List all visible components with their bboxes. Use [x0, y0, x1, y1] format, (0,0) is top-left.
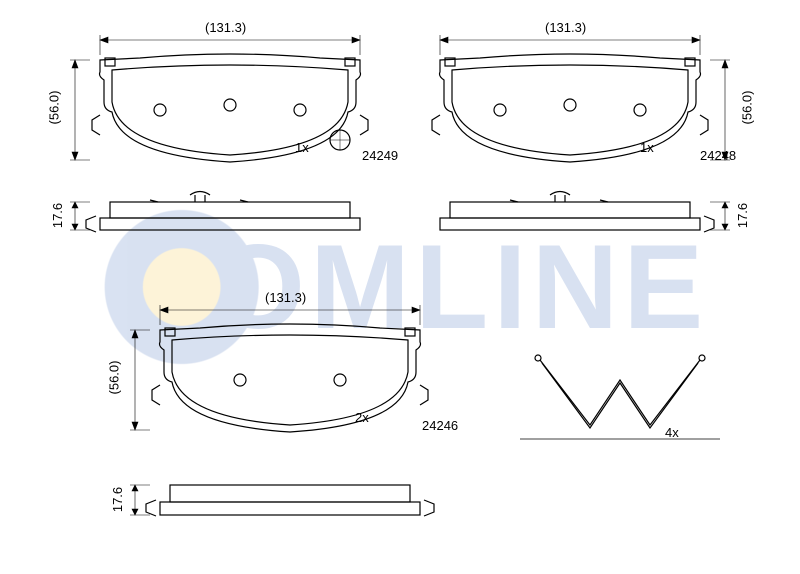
left-pad-thickness-label: 17.6	[50, 203, 65, 228]
left-pad-qty: 1x	[295, 140, 309, 155]
left-pad-height-label: (56.0)	[46, 91, 61, 125]
right-pad-partno: 24248	[700, 148, 736, 163]
right-pad-width-label: (131.3)	[545, 20, 586, 35]
bottom-pad-width-label: (131.3)	[265, 290, 306, 305]
bottom-pad-side-view: 17.6	[100, 470, 440, 530]
right-pad-thickness-label: 17.6	[735, 203, 750, 228]
right-pad-height-label: (56.0)	[739, 91, 754, 125]
bottom-pad-front-view: (131.3) (56.0) 2x 24246	[100, 280, 440, 440]
left-pad-partno: 24249	[362, 148, 398, 163]
right-pad-side-view: 17.6	[420, 190, 760, 240]
bottom-pad-qty: 2x	[355, 410, 369, 425]
clip-hardware: 4x	[520, 330, 720, 450]
bottom-pad-thickness-label: 17.6	[110, 487, 125, 512]
right-pad-qty: 1x	[640, 140, 654, 155]
bottom-pad-height-label: (56.0)	[106, 361, 121, 395]
technical-drawing: (131.3) (56.0) 1x 24249	[0, 0, 800, 574]
left-pad-width-label: (131.3)	[205, 20, 246, 35]
right-pad-front-view: (131.3) (56.0) 1x 24248	[420, 10, 760, 170]
bottom-pad-partno: 24246	[422, 418, 458, 433]
left-pad-front-view: (131.3) (56.0) 1x 24249	[40, 10, 380, 170]
left-pad-side-view: 17.6	[40, 190, 380, 240]
